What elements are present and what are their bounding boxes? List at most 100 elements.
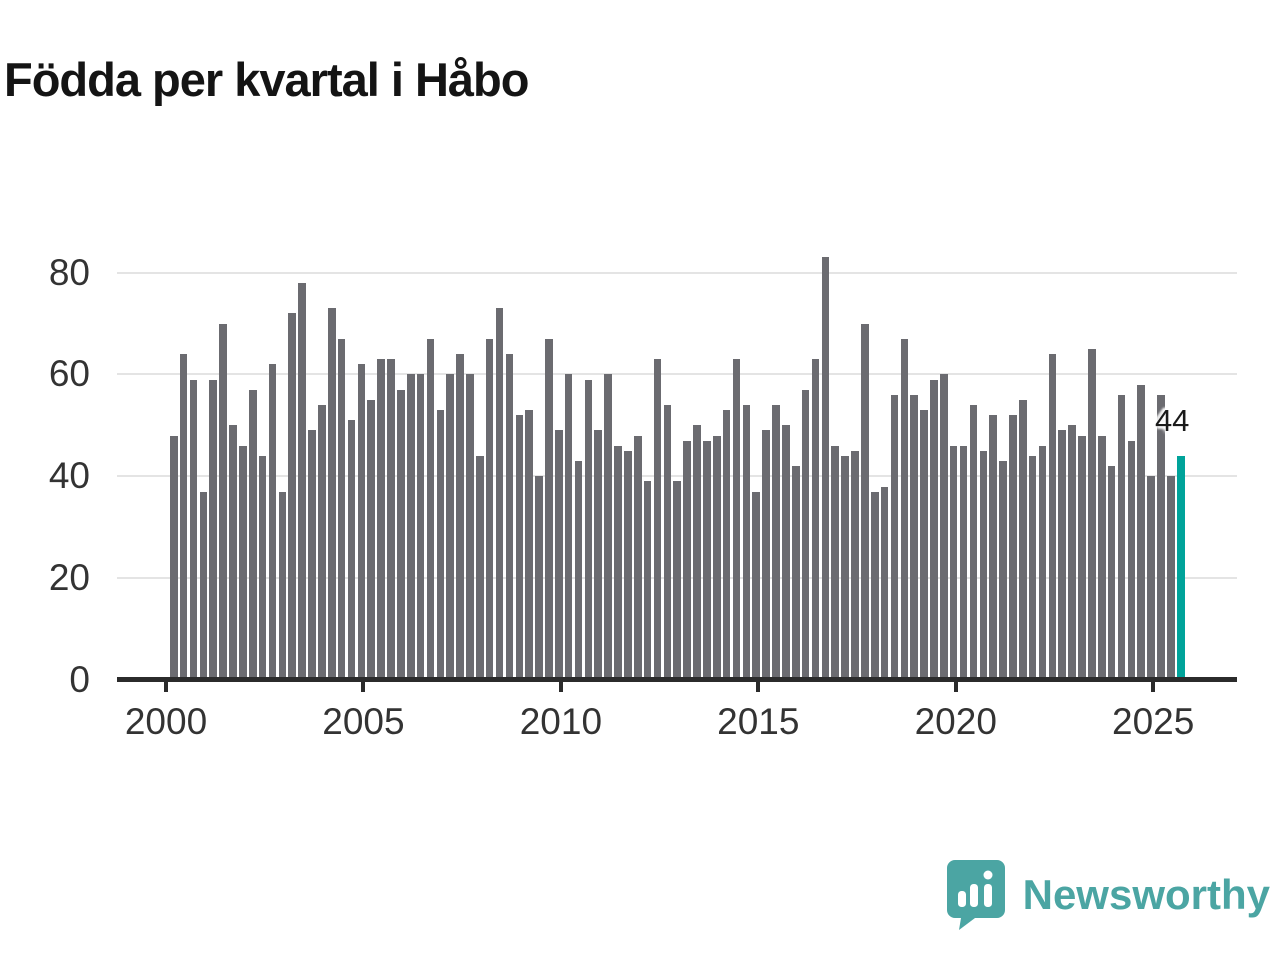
bar <box>397 389 405 680</box>
bar <box>821 257 830 680</box>
bar-highlighted <box>1176 455 1185 680</box>
x-axis-label-2025: 2025 <box>1112 701 1195 742</box>
bar <box>861 323 869 680</box>
x-axis-label-2010: 2010 <box>519 701 603 742</box>
bar <box>170 435 178 680</box>
bar <box>406 374 415 680</box>
bar <box>940 374 948 680</box>
chart-title: Födda per kvartal i Håbo <box>4 53 529 106</box>
x-axis-label-2015: 2015 <box>717 701 800 742</box>
bar <box>979 450 988 680</box>
bar <box>535 476 543 680</box>
bar <box>1009 415 1017 680</box>
y-axis-label-80: 80 <box>48 251 90 293</box>
bar <box>1097 435 1106 680</box>
bar <box>594 430 603 680</box>
bar <box>436 410 445 680</box>
x-axis-tick-2020 <box>953 677 958 692</box>
newsworthy-logo-icon <box>946 860 1005 930</box>
bar <box>298 282 306 680</box>
bar <box>229 425 237 680</box>
bar <box>248 389 257 680</box>
bar <box>910 394 918 680</box>
bar <box>476 455 484 680</box>
bar <box>416 374 425 680</box>
bar <box>663 405 672 680</box>
bar <box>989 415 997 680</box>
x-axis-tick-2010 <box>558 677 563 692</box>
x-axis-tick-2015 <box>756 677 761 692</box>
bar <box>762 430 770 680</box>
bar <box>327 308 336 680</box>
bar <box>495 308 504 680</box>
bar <box>969 405 978 680</box>
bar <box>466 374 474 680</box>
bar <box>347 420 356 680</box>
y-axis-label-60: 60 <box>48 353 90 395</box>
bar <box>782 425 790 680</box>
bar <box>574 461 583 680</box>
bar <box>337 338 346 680</box>
bar <box>811 359 820 680</box>
bar <box>703 440 711 680</box>
highlight-value-label: 44 <box>1154 402 1190 438</box>
bar <box>584 379 593 680</box>
bar <box>1157 394 1165 680</box>
bar <box>555 430 563 680</box>
bar <box>515 415 524 680</box>
gridline-y-40 <box>117 475 1237 478</box>
bar <box>1028 455 1037 680</box>
bar <box>426 338 435 680</box>
gridline-y-80 <box>117 271 1237 274</box>
bar <box>367 399 376 680</box>
bar <box>258 455 267 680</box>
x-axis-label-2020: 2020 <box>914 701 997 742</box>
bar <box>1147 476 1155 680</box>
y-axis-label-20: 20 <box>48 557 90 599</box>
bar <box>752 491 761 680</box>
bar <box>900 338 909 680</box>
bar <box>851 450 859 680</box>
bar <box>219 323 227 680</box>
bar <box>643 481 652 680</box>
bar <box>624 450 632 680</box>
bar <box>1018 399 1027 680</box>
y-axis-label-0: 0 <box>69 659 90 700</box>
bar <box>446 374 454 680</box>
bar <box>949 445 958 680</box>
x-axis-tick-2005 <box>361 677 366 692</box>
bar <box>999 461 1007 680</box>
x-axis-tick-2025 <box>1151 677 1156 692</box>
bar <box>485 338 494 680</box>
bar <box>604 374 612 680</box>
bar <box>930 379 938 680</box>
bar <box>1117 394 1126 680</box>
newsworthy-logo-text: Newsworthy <box>1022 871 1270 918</box>
newsworthy-logo: Newsworthy <box>945 858 1270 932</box>
bar <box>278 491 287 680</box>
bar <box>1088 349 1096 680</box>
bar <box>456 354 464 680</box>
gridline-y-60 <box>117 373 1237 376</box>
bar <box>179 354 188 680</box>
bar <box>1167 476 1175 680</box>
bar <box>288 313 297 680</box>
bar <box>525 410 533 680</box>
bar <box>920 410 928 680</box>
bar <box>545 338 553 680</box>
bar <box>209 379 218 680</box>
bar <box>268 364 277 680</box>
bar <box>1107 466 1116 680</box>
x-axis-tick-2000 <box>164 677 168 692</box>
bar <box>633 435 642 680</box>
x-axis-label-2005: 2005 <box>322 701 405 742</box>
bar <box>791 466 800 680</box>
bar <box>673 481 682 680</box>
bar <box>308 430 316 680</box>
bar <box>239 445 247 680</box>
bar <box>772 405 780 680</box>
bar <box>387 359 395 680</box>
bar <box>683 440 691 680</box>
x-axis-label-2000: 2000 <box>124 701 208 742</box>
